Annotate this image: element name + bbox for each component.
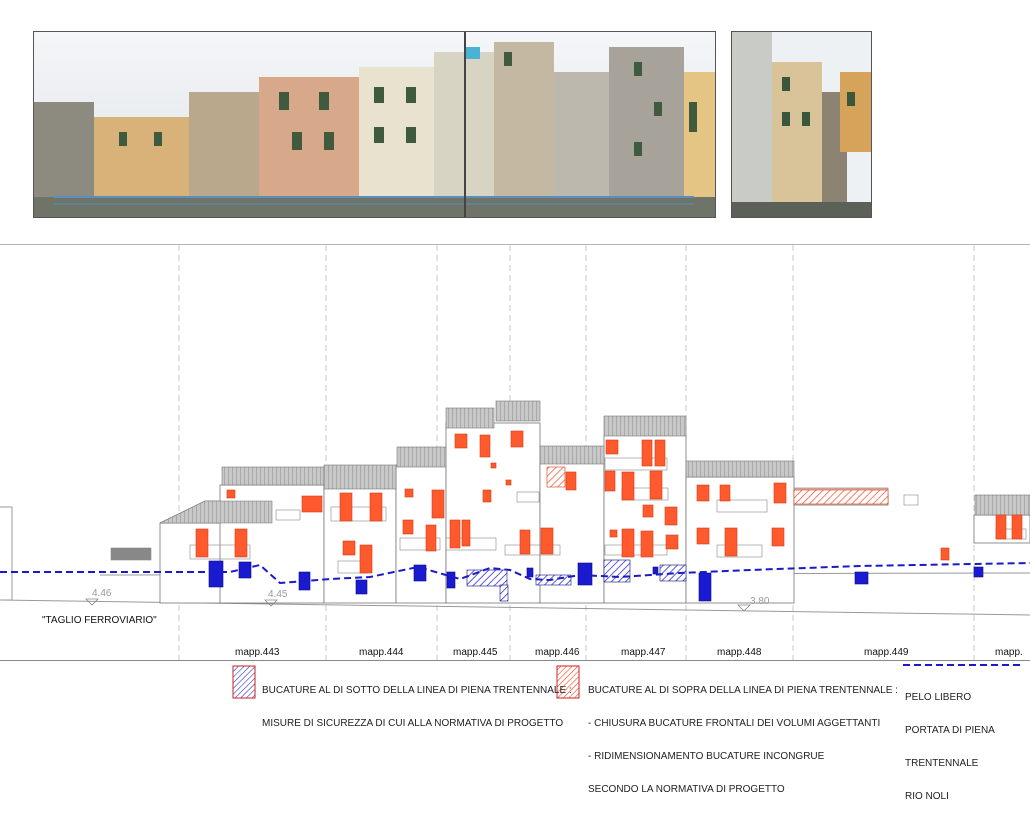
elevation-drawing: 4.46 4.45 3.80 "TAGLIO FERROVIARIO" mapp… (0, 245, 1030, 660)
panorama-photo (33, 31, 716, 218)
legend-above-line3: SECONDO LA NORMATIVA DI PROGETTO (588, 784, 785, 795)
legend-flood-line4: RIO NOLI (905, 791, 949, 802)
elevation-svg: 4.46 4.45 3.80 "TAGLIO FERROVIARIO" mapp… (0, 245, 1030, 660)
parcel-label: mapp. (995, 647, 1023, 658)
level-markers (85, 598, 751, 612)
legend-below-line1: MISURE DI SICUREZZA DI CUI ALLA NORMATIV… (262, 718, 564, 729)
legend-below-text: BUCATURE AL DI SOTTO DELLA LINEA DI PIEN… (262, 663, 572, 751)
legend-above-title: BUCATURE AL DI SOPRA DELLA LINEA DI PIEN… (588, 685, 898, 696)
openings-below (208, 560, 984, 602)
flood-line (0, 562, 1030, 585)
level-label-2: 4.45 (268, 589, 288, 600)
side-photo (731, 31, 872, 218)
photo-strip (0, 0, 1030, 245)
legend-flood-line3: TRENTENNALE (905, 758, 979, 769)
legend-above-line1: - CHIUSURA BUCATURE FRONTALI DEI VOLUMI … (588, 718, 881, 729)
parcel-label: mapp.448 (717, 647, 762, 658)
legend-swatch-above (556, 665, 580, 699)
legend-above-line2: - RIDIMENSIONAMENTO BUCATURE INCONGRUE (588, 751, 825, 762)
railway-cut-label: "TAGLIO FERROVIARIO" (42, 615, 157, 626)
parcel-label: mapp.444 (359, 647, 404, 658)
level-label-3: 3.80 (750, 596, 770, 607)
legend-swatch-below (232, 665, 256, 699)
legend-below-title: BUCATURE AL DI SOTTO DELLA LINEA DI PIEN… (262, 685, 572, 696)
parcel-labels: mapp.443 mapp.444 mapp.445 mapp.446 mapp… (235, 647, 1023, 658)
legend-above-text: BUCATURE AL DI SOPRA DELLA LINEA DI PIEN… (588, 663, 898, 817)
legend-swatches (232, 664, 1020, 699)
legend-flood-line1: PELO LIBERO (905, 692, 972, 703)
parcel-label: mapp.445 (453, 647, 498, 658)
legend-flood-line2: PORTATA DI PIENA (905, 725, 995, 736)
parcel-label: mapp.447 (621, 647, 666, 658)
parcel-label: mapp.449 (864, 647, 909, 658)
parcel-label: mapp.443 (235, 647, 280, 658)
side-view-photo-icon (732, 32, 871, 217)
parcel-label: mapp.446 (535, 647, 580, 658)
openings-above-hatched (546, 466, 889, 505)
legend: BUCATURE AL DI SOTTO DELLA LINEA DI PIEN… (0, 660, 1030, 802)
balconies (110, 457, 1027, 574)
openings-above (195, 430, 1023, 574)
legend-flood-text: PELO LIBERO PORTATA DI PIENA TRENTENNALE… (905, 670, 995, 824)
panorama-photo-icon (34, 32, 715, 217)
openings-below-hatched (466, 559, 687, 602)
level-label-1: 4.46 (92, 588, 112, 599)
